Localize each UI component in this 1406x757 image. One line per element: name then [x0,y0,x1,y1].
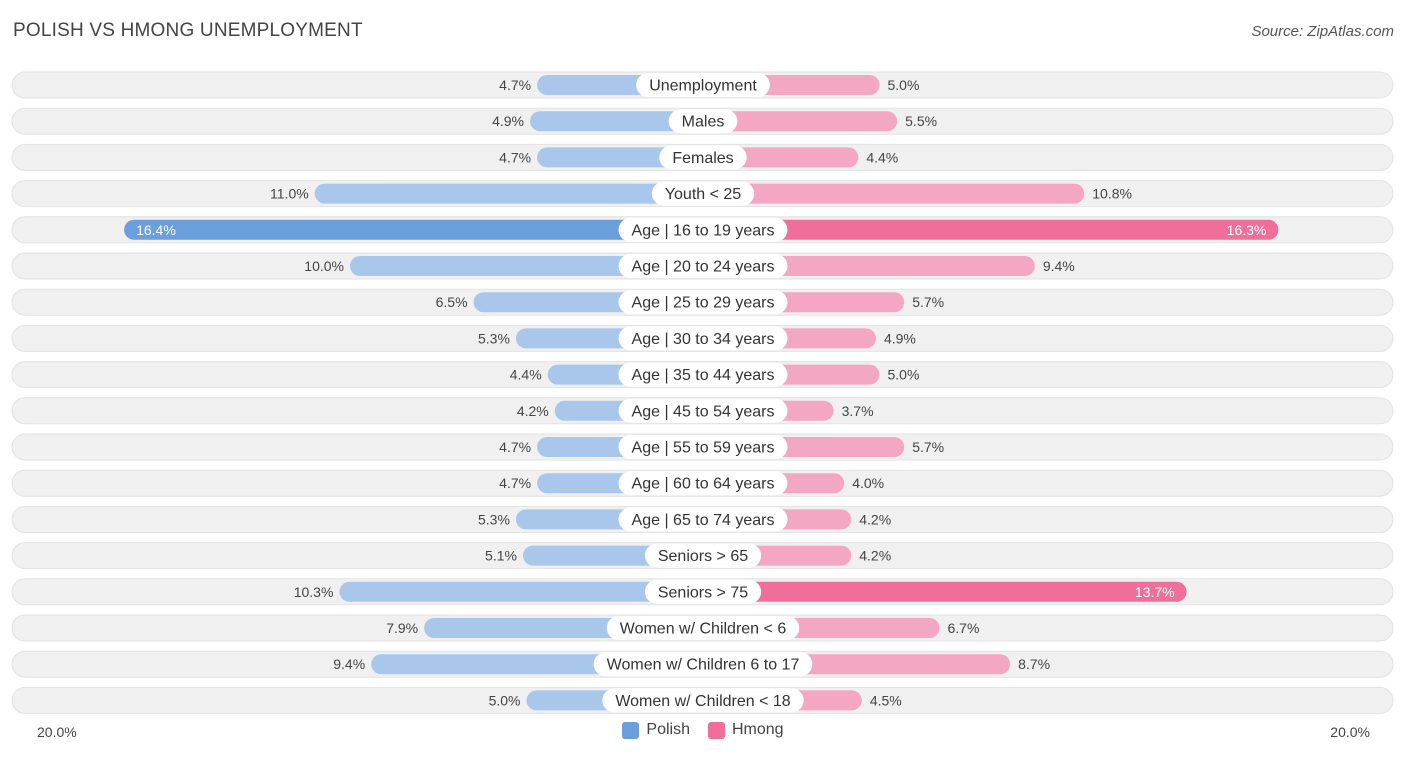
value-label-polish: 10.0% [304,258,344,274]
category-label: Age | 20 to 24 years [632,259,775,276]
value-label-hmong: 3.7% [842,403,874,419]
legend-item-hmong[interactable]: Hmong [708,721,784,739]
category-label: Age | 45 to 54 years [632,403,775,420]
value-label-polish: 4.7% [499,475,531,491]
category-label-bg [618,507,788,532]
value-label-polish: 16.4% [136,222,176,238]
value-label-hmong: 5.0% [888,77,920,93]
category-label-bg [618,435,788,459]
value-label-hmong: 13.7% [1135,584,1175,600]
value-label-polish: 11.0% [270,186,309,202]
value-label-polish: 4.7% [499,77,531,93]
legend-swatch-polish [622,721,640,739]
value-label-polish: 4.9% [492,113,524,129]
value-label-polish: 6.5% [436,294,468,310]
value-label-polish: 9.4% [333,656,365,672]
value-label-polish: 5.1% [485,548,517,564]
category-label-bg [668,109,738,134]
category-label-bg [618,398,788,423]
category-label: Unemployment [649,78,757,95]
legend-item-polish[interactable]: Polish [622,721,690,739]
value-label-hmong: 5.7% [912,294,944,310]
category-label-bg [618,254,788,278]
value-label-hmong: 5.0% [888,367,920,383]
category-label-bg [606,616,800,640]
category-label-bg [618,290,788,315]
category-label: Age | 25 to 29 years [632,295,775,312]
bar-hmong [693,219,1279,240]
bar-polish [314,183,713,204]
category-label-bg [618,471,788,496]
value-label-hmong: 8.7% [1018,656,1050,672]
legend: Polish Hmong [0,721,1406,739]
value-label-polish: 5.3% [478,511,510,527]
value-label-polish: 5.0% [489,692,521,708]
value-label-hmong: 4.4% [866,149,898,165]
value-label-polish: 4.7% [499,439,531,455]
category-label: Youth < 25 [665,186,741,203]
value-label-polish: 4.7% [499,149,531,165]
bar-polish [530,111,713,132]
value-label-polish: 4.4% [510,367,542,383]
category-label-bg [659,145,747,170]
category-label: Age | 30 to 34 years [632,331,775,348]
category-label-bg [618,217,788,242]
category-label-bg [602,688,804,713]
value-label-hmong: 9.4% [1043,258,1075,274]
legend-label-hmong: Hmong [732,721,784,738]
category-label: Females [672,150,733,167]
value-label-hmong: 4.2% [859,511,891,527]
bar-hmong [693,111,898,132]
bar-polish [124,219,713,240]
category-label: Age | 60 to 64 years [632,476,775,493]
category-label: Age | 16 to 19 years [632,222,775,239]
value-label-hmong: 4.5% [870,692,902,708]
category-label-bg [644,579,762,604]
category-label: Age | 65 to 74 years [632,512,775,529]
value-label-polish: 7.9% [386,620,418,636]
category-label-bg [651,181,755,206]
value-label-hmong: 10.8% [1092,186,1132,202]
value-label-hmong: 5.5% [905,113,937,129]
value-label-hmong: 5.7% [912,439,944,455]
category-label-bg [618,362,788,387]
value-label-hmong: 4.9% [884,330,916,346]
category-label-bg [644,543,762,568]
chart-title: POLISH VS HMONG UNEMPLOYMENT [13,20,363,41]
legend-swatch-hmong [708,721,725,739]
category-label: Women w/ Children 6 to 17 [607,657,800,674]
category-label: Age | 55 to 59 years [632,440,775,457]
category-label: Women w/ Children < 18 [615,693,790,710]
category-label: Males [682,114,725,131]
value-label-hmong: 4.0% [852,475,884,491]
value-label-hmong: 6.7% [948,620,980,636]
source-label: Source: ZipAtlas.com [1251,23,1394,40]
value-label-hmong: 4.2% [859,548,891,564]
category-label: Seniors > 75 [658,584,748,601]
category-label: Age | 35 to 44 years [632,367,775,384]
bar-hmong [693,183,1085,204]
category-label-bg [636,73,770,97]
value-label-polish: 5.3% [478,330,510,346]
value-label-polish: 10.3% [294,584,334,600]
category-label: Seniors > 65 [658,548,748,565]
bar-polish [339,581,713,602]
category-label: Women w/ Children < 6 [620,621,787,638]
axis-right-label: 20.0% [1330,724,1370,740]
axis-left-label: 20.0% [37,724,77,740]
value-label-polish: 4.2% [517,403,549,419]
value-label-hmong: 16.3% [1227,222,1267,238]
category-label-bg [618,326,788,351]
legend-label-polish: Polish [646,721,690,738]
category-label-bg [593,652,813,677]
bar-hmong [693,581,1187,602]
